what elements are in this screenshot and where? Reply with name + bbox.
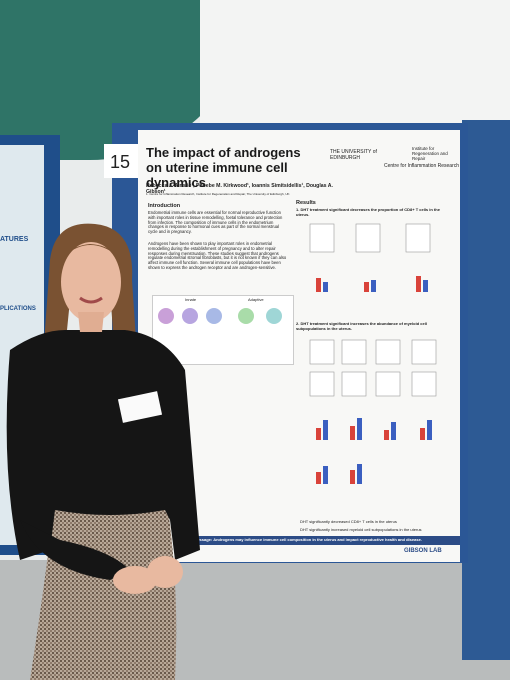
intro-paragraph: Androgens have been shown to play import… (148, 241, 287, 271)
conclusion: DHT significantly decreased CD8+ T cells… (300, 519, 397, 524)
cell-icon (206, 308, 222, 324)
message-bar (190, 536, 460, 545)
figure-label: Innate (185, 297, 197, 302)
centre-name: Centre for Inflammation Research (384, 163, 460, 169)
result-finding: 1. DHT treatment significant decreases t… (296, 207, 440, 217)
results-figures (309, 223, 437, 484)
result-finding: 2. DHT treatment significant increases t… (296, 321, 427, 331)
ceiling-white (200, 0, 510, 130)
intro-paragraph: Endometrial immune cells are essential f… (148, 210, 283, 235)
left-poster-text: PLICATIONS (0, 306, 36, 312)
right-board (462, 120, 510, 660)
cell-icon (182, 308, 198, 324)
figure-label: Adaptive (248, 297, 264, 302)
logo-text: THE UNIVERSITY of EDINBURGH (330, 149, 377, 161)
cell-icon (238, 308, 254, 324)
cell-icon (158, 308, 174, 324)
person (6, 223, 200, 680)
cell-icon (266, 308, 282, 324)
affiliation: 1. Centre for Inflammation Research, Ins… (146, 192, 290, 196)
board-number-card (104, 144, 140, 178)
figure-panel (152, 295, 294, 365)
left-poster-text: ATURES (0, 236, 29, 243)
board-number: 15 (110, 152, 131, 172)
poster-title: The impact of androgens on uterine immun… (146, 145, 301, 190)
section-heading: Results (296, 200, 316, 206)
lab-name: GIBSON LAB (404, 548, 442, 554)
authors: Rebecca J. Ainslie¹, Phoebe M. Kirkwood¹… (146, 183, 333, 195)
message: Message: Androgens may influence immune … (194, 537, 422, 542)
logo-text: Institute for Regeneration and Repair (412, 146, 448, 162)
conclusion: DHT significantly increased myeloid cell… (300, 527, 422, 532)
section-heading: Introduction (148, 203, 181, 209)
